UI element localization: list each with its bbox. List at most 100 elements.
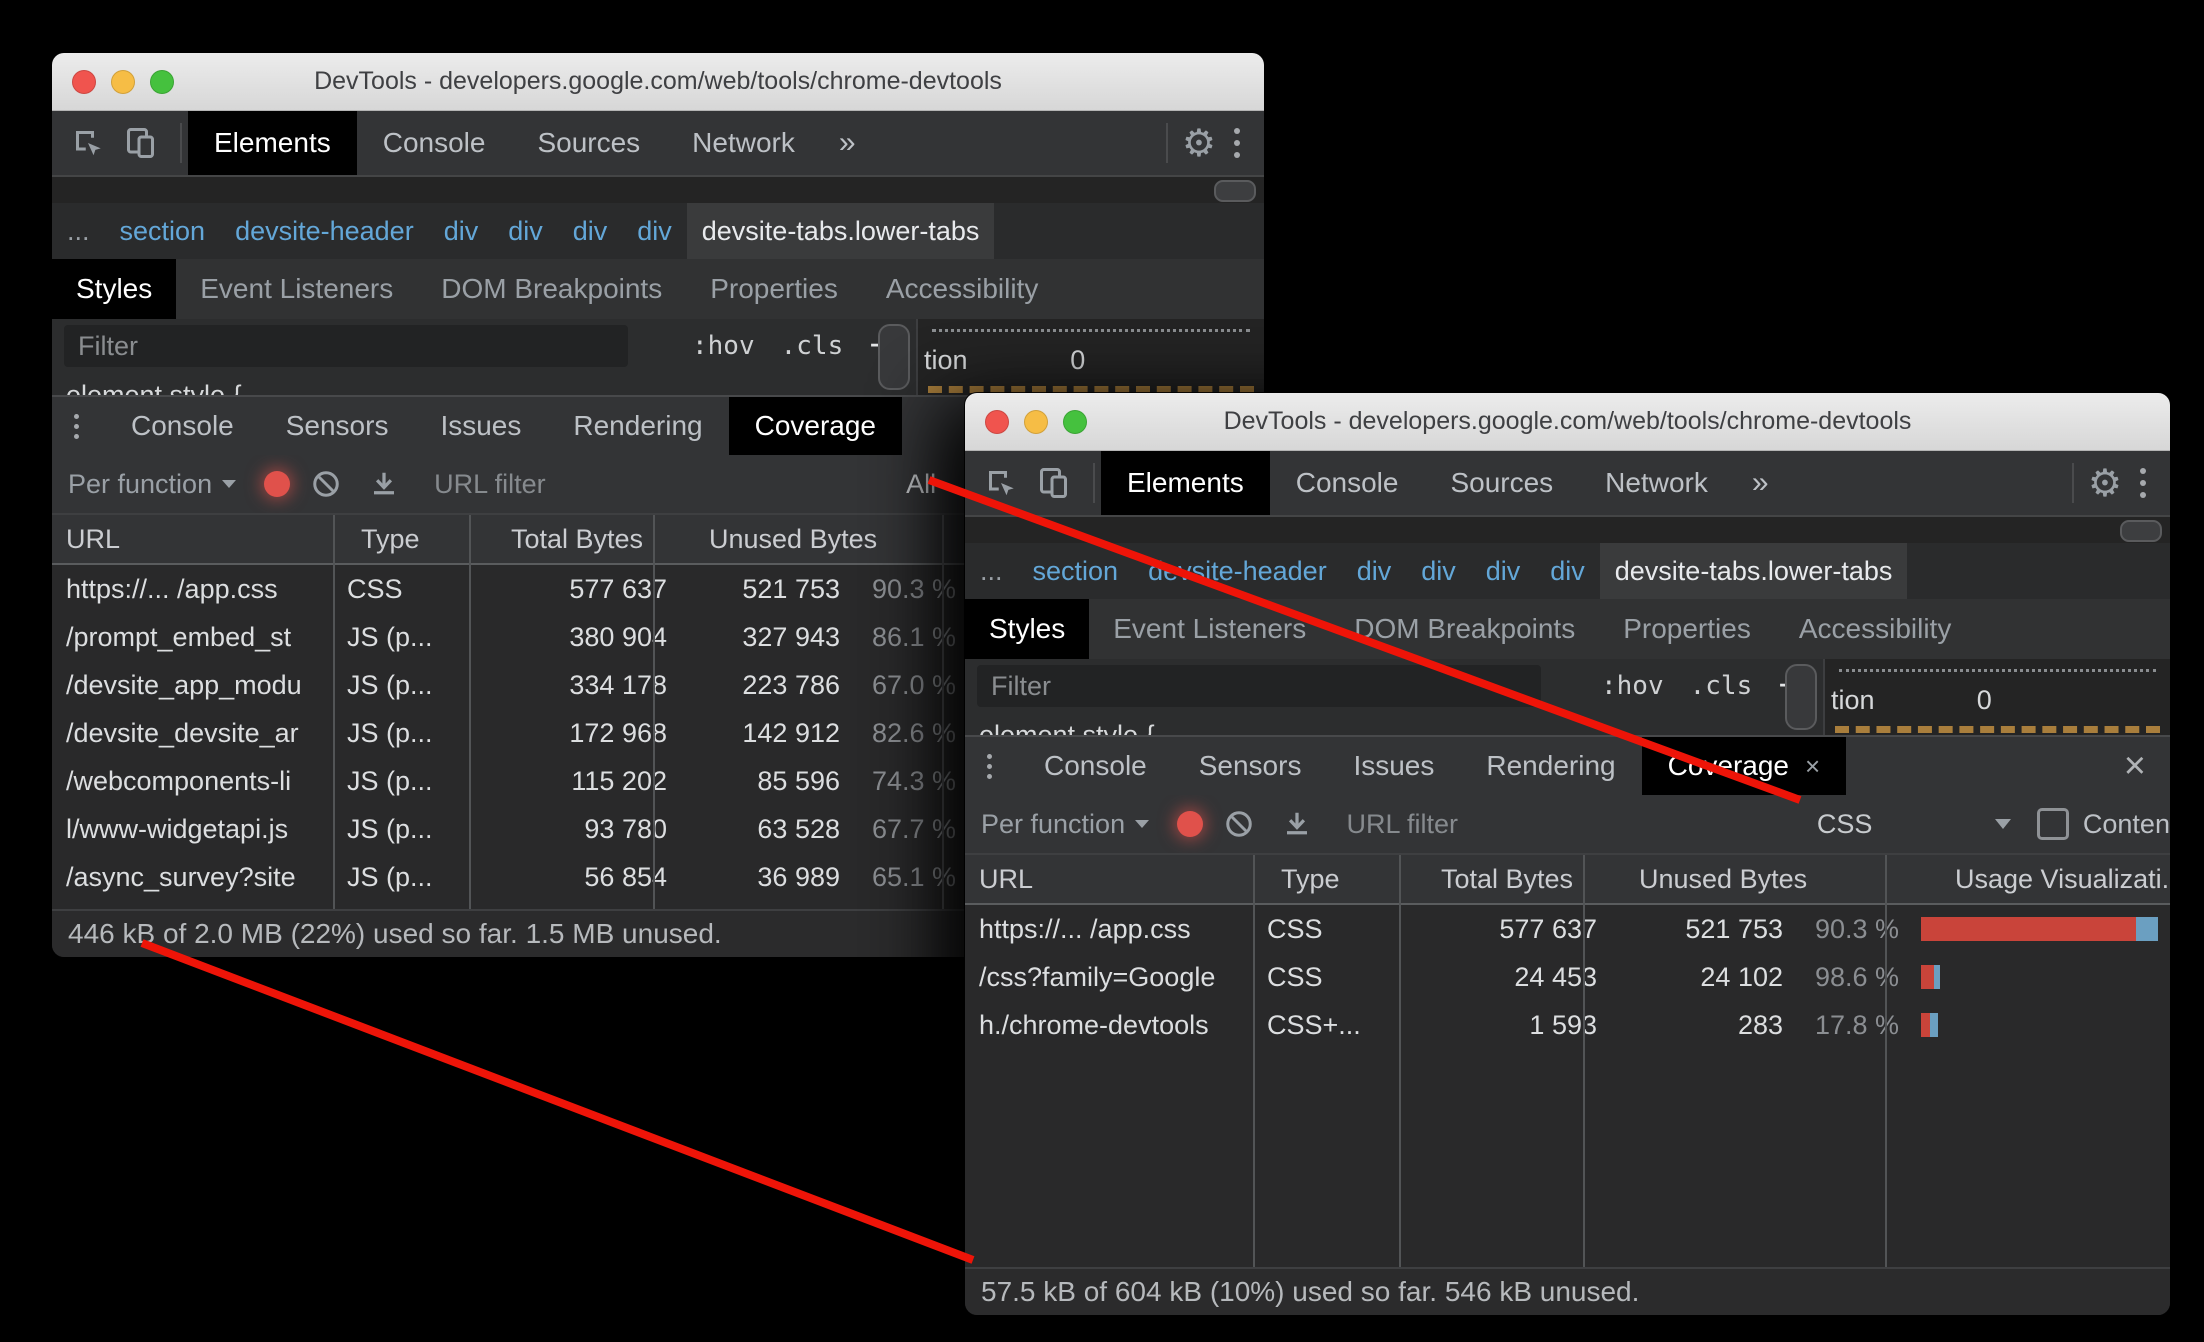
column-header-total-bytes[interactable]: Total Bytes — [511, 523, 644, 554]
coverage-type-filter-select[interactable]: CSS — [1801, 809, 2011, 840]
zoom-window-button[interactable] — [150, 69, 174, 94]
coverage-scope-dropdown[interactable]: Per function — [52, 469, 250, 500]
more-panels-chevron-icon[interactable]: » — [838, 126, 856, 159]
column-header-unused-bytes[interactable]: Unused Bytes — [709, 523, 878, 554]
table-row[interactable]: /async_survey?site JS (p... 56 854 36 98… — [52, 853, 1264, 901]
column-header-type[interactable]: Type — [1281, 863, 1340, 894]
breadcrumb-selected-node[interactable]: devsite-tabs.lower-tabs — [1599, 543, 1908, 599]
drawer-menu-icon[interactable] — [965, 737, 1018, 795]
url-filter-input[interactable]: URL filter — [1346, 808, 1459, 839]
minimize-window-button[interactable] — [111, 69, 135, 94]
breadcrumb-devsite-header[interactable]: devsite-header — [1148, 555, 1327, 586]
import-recording-icon[interactable] — [1275, 802, 1319, 846]
more-panels-chevron-icon[interactable]: » — [1751, 466, 1769, 499]
breadcrumb-div[interactable]: div — [572, 215, 608, 246]
drawer-tab-console[interactable]: Console — [131, 410, 234, 441]
drawer-tab-issues[interactable]: Issues — [1353, 750, 1435, 781]
device-toolbar-toggle-icon[interactable] — [120, 121, 164, 165]
table-row[interactable]: /css?family=Google CSS 24 453 24 102 98.6… — [965, 953, 2170, 1001]
tab-properties[interactable]: Properties — [1623, 613, 1751, 644]
url-filter-input[interactable]: URL filter — [434, 468, 546, 499]
drawer-tab-sensors[interactable]: Sensors — [1198, 750, 1302, 781]
coverage-scope-dropdown[interactable]: Per function — [965, 809, 1163, 840]
column-header-url[interactable]: URL — [979, 863, 1034, 894]
styles-filter-input[interactable]: Filter — [64, 325, 628, 367]
tab-sources[interactable]: Sources — [537, 127, 641, 158]
device-toolbar-toggle-icon[interactable] — [1033, 461, 1077, 505]
breadcrumb-devsite-header[interactable]: devsite-header — [235, 215, 414, 246]
tab-event-listeners[interactable]: Event Listeners — [200, 273, 394, 304]
column-header-type[interactable]: Type — [361, 523, 420, 554]
import-recording-icon[interactable] — [362, 462, 406, 506]
table-row[interactable]: https://... /app.css CSS 577 637 521 753… — [965, 905, 2170, 953]
drawer-tab-coverage[interactable]: Coverage — [728, 397, 902, 455]
window-titlebar[interactable]: DevTools - developers.google.com/web/too… — [52, 53, 1264, 111]
tab-properties[interactable]: Properties — [710, 273, 838, 304]
scrollbar-thumb[interactable] — [1785, 664, 1817, 730]
tab-accessibility[interactable]: Accessibility — [1798, 613, 1952, 644]
tab-styles[interactable]: Styles — [965, 599, 1090, 659]
tab-styles[interactable]: Styles — [52, 259, 177, 319]
drawer-close-icon[interactable]: × — [2123, 744, 2146, 787]
clear-coverage-icon[interactable] — [1217, 802, 1261, 846]
content-scripts-checkbox[interactable] — [2036, 808, 2069, 840]
breadcrumb-div[interactable]: div — [443, 215, 479, 246]
column-header-url[interactable]: URL — [66, 523, 121, 554]
window-titlebar[interactable]: DevTools - developers.google.com/web/too… — [965, 393, 2170, 451]
settings-gear-icon[interactable]: ⚙︎ — [2087, 462, 2122, 505]
tab-elements[interactable]: Elements — [1101, 451, 1270, 515]
customize-menu-icon[interactable] — [1224, 111, 1264, 175]
column-header-usage[interactable]: Usage Visualizati... — [1955, 863, 2170, 894]
column-header-total-bytes[interactable]: Total Bytes — [1441, 863, 1574, 894]
breadcrumb-div[interactable]: div — [637, 215, 672, 246]
scrollbar-thumb[interactable] — [2120, 520, 2162, 542]
settings-gear-icon[interactable]: ⚙︎ — [1181, 122, 1216, 165]
styles-filter-input[interactable]: Filter — [977, 665, 1541, 707]
coverage-tab-close-icon[interactable]: × — [1805, 750, 1821, 781]
drawer-tab-rendering[interactable]: Rendering — [573, 410, 703, 441]
table-row[interactable]: h./chrome-devtools CSS+... 1 593 283 17.8… — [965, 1001, 2170, 1049]
tab-console[interactable]: Console — [382, 127, 486, 158]
drawer-tab-coverage[interactable]: Coverage × — [1641, 737, 1847, 795]
close-window-button[interactable] — [985, 409, 1009, 434]
record-coverage-button[interactable] — [264, 471, 291, 497]
drawer-menu-icon[interactable] — [52, 397, 105, 455]
tab-accessibility[interactable]: Accessibility — [885, 273, 1039, 304]
drawer-tab-sensors[interactable]: Sensors — [285, 410, 389, 441]
drawer-tab-console[interactable]: Console — [1044, 750, 1147, 781]
cls-toggle[interactable]: .cls — [1689, 671, 1753, 701]
column-header-unused-bytes[interactable]: Unused Bytes — [1639, 863, 1808, 894]
table-row[interactable]: /devsite_app_modu JS (p... 334 178 223 7… — [52, 661, 1264, 709]
customize-menu-icon[interactable] — [2130, 451, 2170, 515]
inspect-element-icon[interactable] — [66, 121, 110, 165]
drawer-tab-rendering[interactable]: Rendering — [1486, 750, 1616, 781]
scrollbar-thumb[interactable] — [878, 324, 910, 390]
hov-toggle[interactable]: :hov — [692, 331, 755, 361]
record-coverage-button[interactable] — [1177, 811, 1203, 837]
breadcrumb-div[interactable]: div — [1485, 555, 1521, 586]
breadcrumb-more[interactable]: ... — [67, 215, 90, 246]
breadcrumb-selected-node[interactable]: devsite-tabs.lower-tabs — [686, 203, 995, 259]
breadcrumb-section[interactable]: section — [119, 215, 206, 246]
tab-network[interactable]: Network — [692, 127, 795, 158]
breadcrumb-div[interactable]: div — [508, 215, 543, 246]
inspect-element-icon[interactable] — [979, 461, 1023, 505]
tab-network[interactable]: Network — [1605, 467, 1708, 498]
tab-dom-breakpoints[interactable]: DOM Breakpoints — [1354, 613, 1576, 644]
close-window-button[interactable] — [72, 69, 96, 94]
tab-dom-breakpoints[interactable]: DOM Breakpoints — [441, 273, 663, 304]
box-model-widget[interactable]: tion 0 — [916, 319, 1264, 395]
breadcrumb-div[interactable]: div — [1356, 555, 1392, 586]
cls-toggle[interactable]: .cls — [780, 331, 844, 361]
zoom-window-button[interactable] — [1063, 409, 1087, 434]
box-model-widget[interactable]: tion 0 — [1823, 659, 2170, 735]
table-row[interactable]: /devsite_devsite_ar JS (p... 172 968 142… — [52, 709, 1264, 757]
breadcrumb-div[interactable]: div — [1550, 555, 1585, 586]
breadcrumb-div[interactable]: div — [1421, 555, 1456, 586]
tab-elements[interactable]: Elements — [188, 111, 357, 175]
clear-coverage-icon[interactable] — [304, 462, 348, 506]
hov-toggle[interactable]: :hov — [1601, 671, 1664, 701]
scrollbar-thumb[interactable] — [1214, 180, 1256, 202]
minimize-window-button[interactable] — [1024, 409, 1048, 434]
breadcrumb-more[interactable]: ... — [980, 555, 1003, 586]
